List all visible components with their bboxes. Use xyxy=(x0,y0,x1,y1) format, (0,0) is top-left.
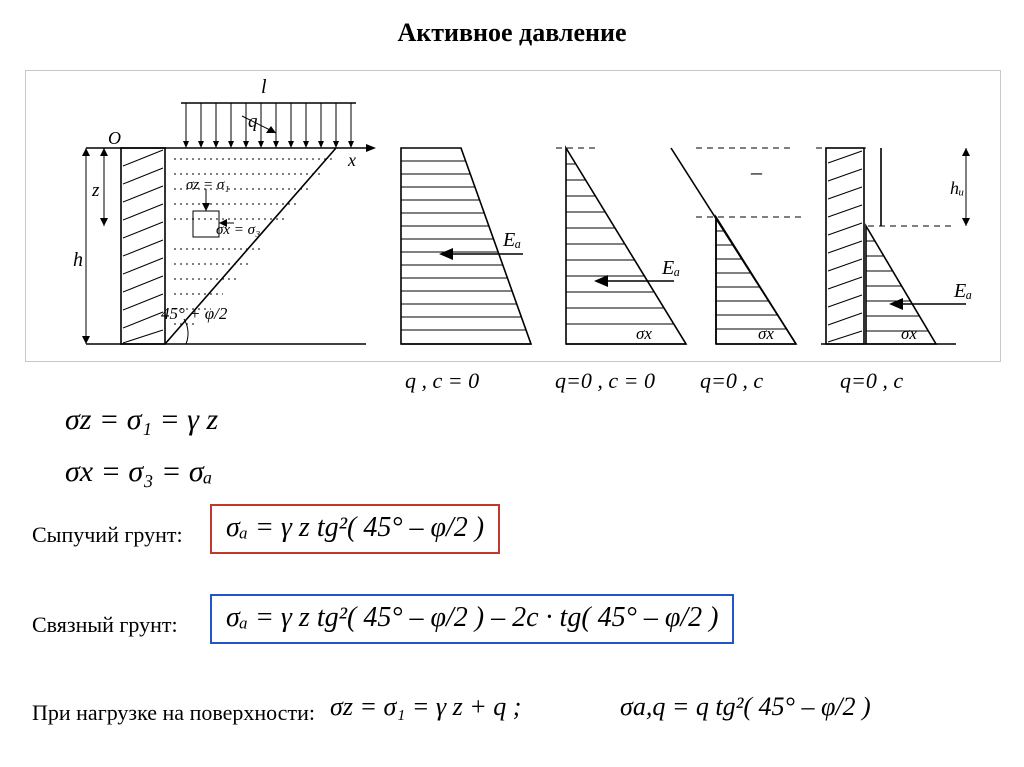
ea-label-3: Eₐ xyxy=(661,257,680,279)
load-l-label: l xyxy=(261,76,267,98)
caption-2: q=0 , c = 0 xyxy=(555,368,655,394)
eq-svyaz: σₐ = γ z tg²( 45° – φ/2 ) – 2c · tg( 45°… xyxy=(210,594,734,644)
label-sypuch: Сыпучий грунт: xyxy=(32,522,183,548)
sigma-x-label: σx = σ₃ xyxy=(216,222,260,238)
caption-4: q=0 , c xyxy=(840,368,903,394)
eq-q1: σz = σ₁ = γ z + q ; xyxy=(330,692,521,722)
sigma-z-label: σz = σ₁ xyxy=(186,177,229,193)
svg-text:–: – xyxy=(750,159,763,184)
page-title: Активное давление xyxy=(0,18,1024,48)
angle-label: 45° + φ/2 xyxy=(161,304,228,323)
dim-z-label: z xyxy=(91,180,100,201)
ea-label-2: Eₐ xyxy=(502,229,521,251)
diagrams-svg: 45° + φ/2 σz = σ₁ σx = σ₃ l q xyxy=(26,71,1000,361)
axis-O-label: O xyxy=(108,128,121,148)
sigx-5: σx xyxy=(901,324,917,343)
sigx-3: σx xyxy=(636,324,652,343)
caption-3: q=0 , c xyxy=(700,368,763,394)
diagram-frame: 45° + φ/2 σz = σ₁ σx = σ₃ l q xyxy=(25,70,1001,362)
label-q: При нагрузке на поверхности: xyxy=(32,700,315,726)
eq-sigma-z: σz = σ₁ = γ z xyxy=(65,403,218,437)
ea-label-5: Eₐ xyxy=(953,280,972,302)
label-svyaz: Связный грунт: xyxy=(32,612,178,638)
caption-1: q , c = 0 xyxy=(405,368,479,394)
eq-q2: σa,q = q tg²( 45° – φ/2 ) xyxy=(620,692,871,722)
sigx-4: σx xyxy=(758,324,774,343)
axis-x-label: x xyxy=(347,150,356,170)
eq-sigma-x: σx = σ₃ = σₐ xyxy=(65,455,212,489)
dim-h-label: h xyxy=(73,249,83,271)
eq-sypuch: σₐ = γ z tg²( 45° – φ/2 ) xyxy=(210,504,500,554)
dim-hu-label: hᵤ xyxy=(950,178,964,198)
